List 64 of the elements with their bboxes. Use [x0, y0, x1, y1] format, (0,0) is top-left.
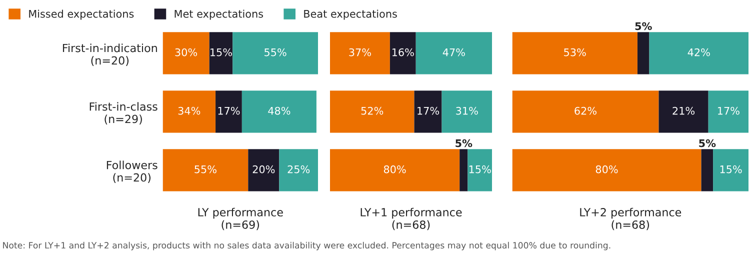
bar: [708, 90, 748, 133]
data-label: 37%: [349, 48, 371, 56]
text: Note: For LY+1 and LY+2 analysis, products with no sales data availability were excluded. Percentages may not equal 100% due to rounding.: [3, 242, 610, 250]
bar: [637, 32, 650, 74]
data-label: 15%: [210, 48, 232, 56]
bar: [442, 90, 492, 133]
bar: [414, 90, 442, 133]
bar: [330, 90, 414, 133]
data-label: 55%: [194, 165, 216, 174]
bar: [512, 90, 659, 133]
data-label: 15%: [720, 165, 742, 174]
data-label: 80%: [596, 165, 618, 174]
legend-label: Met expectations: [174, 10, 264, 20]
bar: [460, 149, 468, 192]
bar: [658, 90, 708, 133]
bar: [248, 149, 280, 192]
data-label: 17%: [218, 106, 240, 115]
data-label: 53%: [564, 48, 586, 56]
data-label: 17%: [418, 106, 440, 115]
legend-label: Missed expectations: [29, 10, 134, 20]
data-label: 30%: [175, 48, 198, 56]
data-label: 52%: [361, 106, 384, 115]
y-tick-label: First-in-class (n=29): [90, 102, 158, 124]
data-label: 55%: [264, 48, 286, 56]
bar: [713, 149, 748, 192]
data-label: 16%: [392, 48, 414, 56]
data-label: 5%: [699, 139, 716, 148]
bar: [216, 90, 242, 133]
data-label: 25%: [288, 165, 310, 174]
bar: [279, 149, 318, 192]
bar: [232, 32, 318, 74]
bar: [390, 32, 416, 74]
bar: [209, 32, 233, 74]
bar: [162, 149, 248, 192]
bar: [242, 90, 316, 133]
data-label: 47%: [442, 48, 465, 56]
legend-label: Beat expectations: [304, 10, 397, 20]
data-label: 31%: [456, 106, 478, 115]
bar: [162, 90, 216, 133]
bar: [330, 32, 390, 74]
bar: [416, 32, 492, 74]
bar: [701, 149, 714, 192]
bar: [162, 32, 210, 74]
data-label: 80%: [384, 165, 406, 174]
data-label: 34%: [178, 106, 200, 115]
data-label: 5%: [456, 139, 472, 148]
bar: [512, 149, 702, 192]
data-label: 17%: [718, 106, 740, 115]
bar: [512, 32, 638, 74]
data-label: 48%: [268, 106, 290, 115]
x-axis-title: LY+2 performance (n=68): [580, 208, 682, 230]
y-tick-label: First-in-indication (n=20): [62, 44, 157, 66]
data-label: 5%: [635, 22, 652, 30]
data-label: 42%: [688, 48, 710, 56]
y-tick-label: Followers (n=20): [106, 160, 158, 183]
bar: [649, 32, 748, 74]
bar: [468, 149, 492, 192]
data-label: 20%: [252, 165, 275, 174]
data-label: 62%: [574, 106, 596, 115]
data-label: 21%: [672, 106, 695, 115]
data-label: 15%: [469, 165, 491, 174]
x-axis-title: LY performance (n=69): [198, 208, 283, 230]
x-axis-title: LY+1 performance (n=68): [360, 208, 462, 230]
bar: [330, 149, 460, 192]
